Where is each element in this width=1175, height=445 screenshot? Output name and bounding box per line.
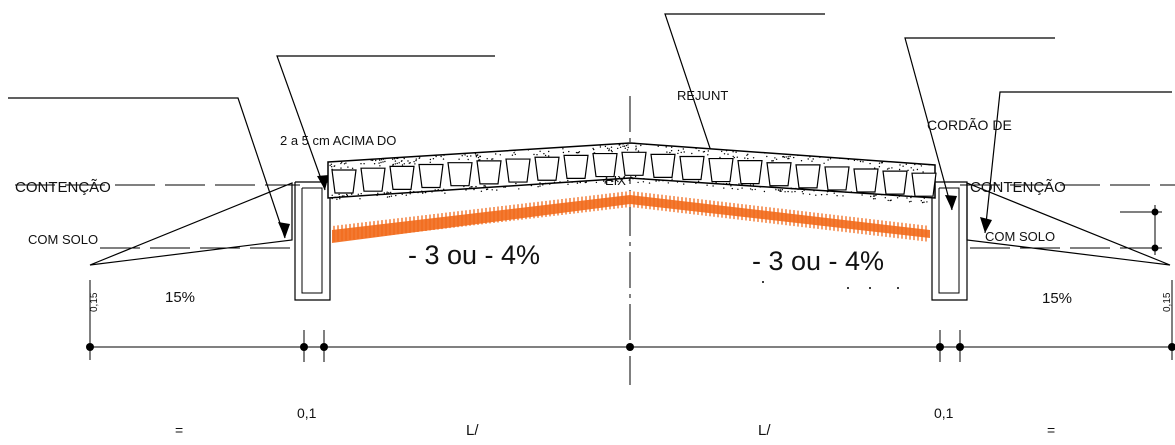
leader-lines <box>8 13 1172 239</box>
dim-half-left: L/ <box>466 422 479 439</box>
paving-block <box>824 166 850 191</box>
dim-eq-right: = <box>1047 422 1055 438</box>
label-height-left: 0,15 <box>89 292 100 312</box>
label-com-solo-right: COM SOLO <box>985 229 1055 244</box>
paving-block <box>476 160 502 185</box>
paving-block <box>853 168 879 193</box>
leader-cordao <box>904 37 1055 211</box>
label-acima-do: 2 a 5 cm ACIMA DO <box>280 133 396 148</box>
paving-block <box>737 160 763 185</box>
paving-block <box>447 162 473 187</box>
paving-block <box>592 152 618 178</box>
sand-bedding-hatch <box>333 191 927 242</box>
leader-acima-do <box>276 55 495 191</box>
paving-stones <box>331 151 937 197</box>
ground-wedge-left <box>89 182 293 266</box>
label-contencao-left: CONTENÇÃO <box>15 179 111 196</box>
paving-block <box>882 170 908 195</box>
leader-contencao-left <box>8 97 286 239</box>
leader-rejunt <box>664 13 825 179</box>
paving-block <box>389 165 415 190</box>
paving-block <box>505 158 531 183</box>
paving-block <box>911 172 937 197</box>
paving-block <box>563 154 589 179</box>
dim-curb-right: 0,1 <box>934 405 954 421</box>
leader-contencao-right <box>984 91 1172 234</box>
paving-block <box>650 153 676 178</box>
paving-block <box>795 164 821 189</box>
paving-block <box>360 167 386 192</box>
label-slope-right: - 3 ou - 4% <box>752 246 884 276</box>
paving-block <box>679 155 705 181</box>
dimension-line <box>86 280 1175 362</box>
label-rejunt: REJUNT <box>677 88 728 103</box>
paving-block <box>766 162 792 187</box>
curb-left <box>294 181 331 301</box>
label-contencao-right: CONTENÇÃO <box>970 179 1066 196</box>
paving-block <box>534 156 560 181</box>
label-slope-left: - 3 ou - 4% <box>408 240 540 270</box>
curb-right <box>931 181 968 301</box>
paving-speckle <box>329 143 930 204</box>
label-com-solo-left: COM SOLO <box>28 232 98 247</box>
label-eix: EIX <box>605 173 626 188</box>
label-height-right: 0,15 <box>1162 292 1173 312</box>
paving-block <box>621 151 647 176</box>
label-pct-left: 15% <box>165 289 195 306</box>
paving-block <box>331 169 357 194</box>
paving-block <box>708 157 734 183</box>
label-pct-right: 15% <box>1042 290 1072 307</box>
dim-curb-left: 0,1 <box>297 405 317 421</box>
dim-eq-left: = <box>175 422 183 438</box>
paving-block <box>418 163 444 189</box>
height-marker-right <box>1120 205 1162 255</box>
small-dots <box>762 281 899 289</box>
label-cordao: CORDÃO DE <box>927 117 1012 133</box>
dim-half-right: L/ <box>758 422 771 439</box>
